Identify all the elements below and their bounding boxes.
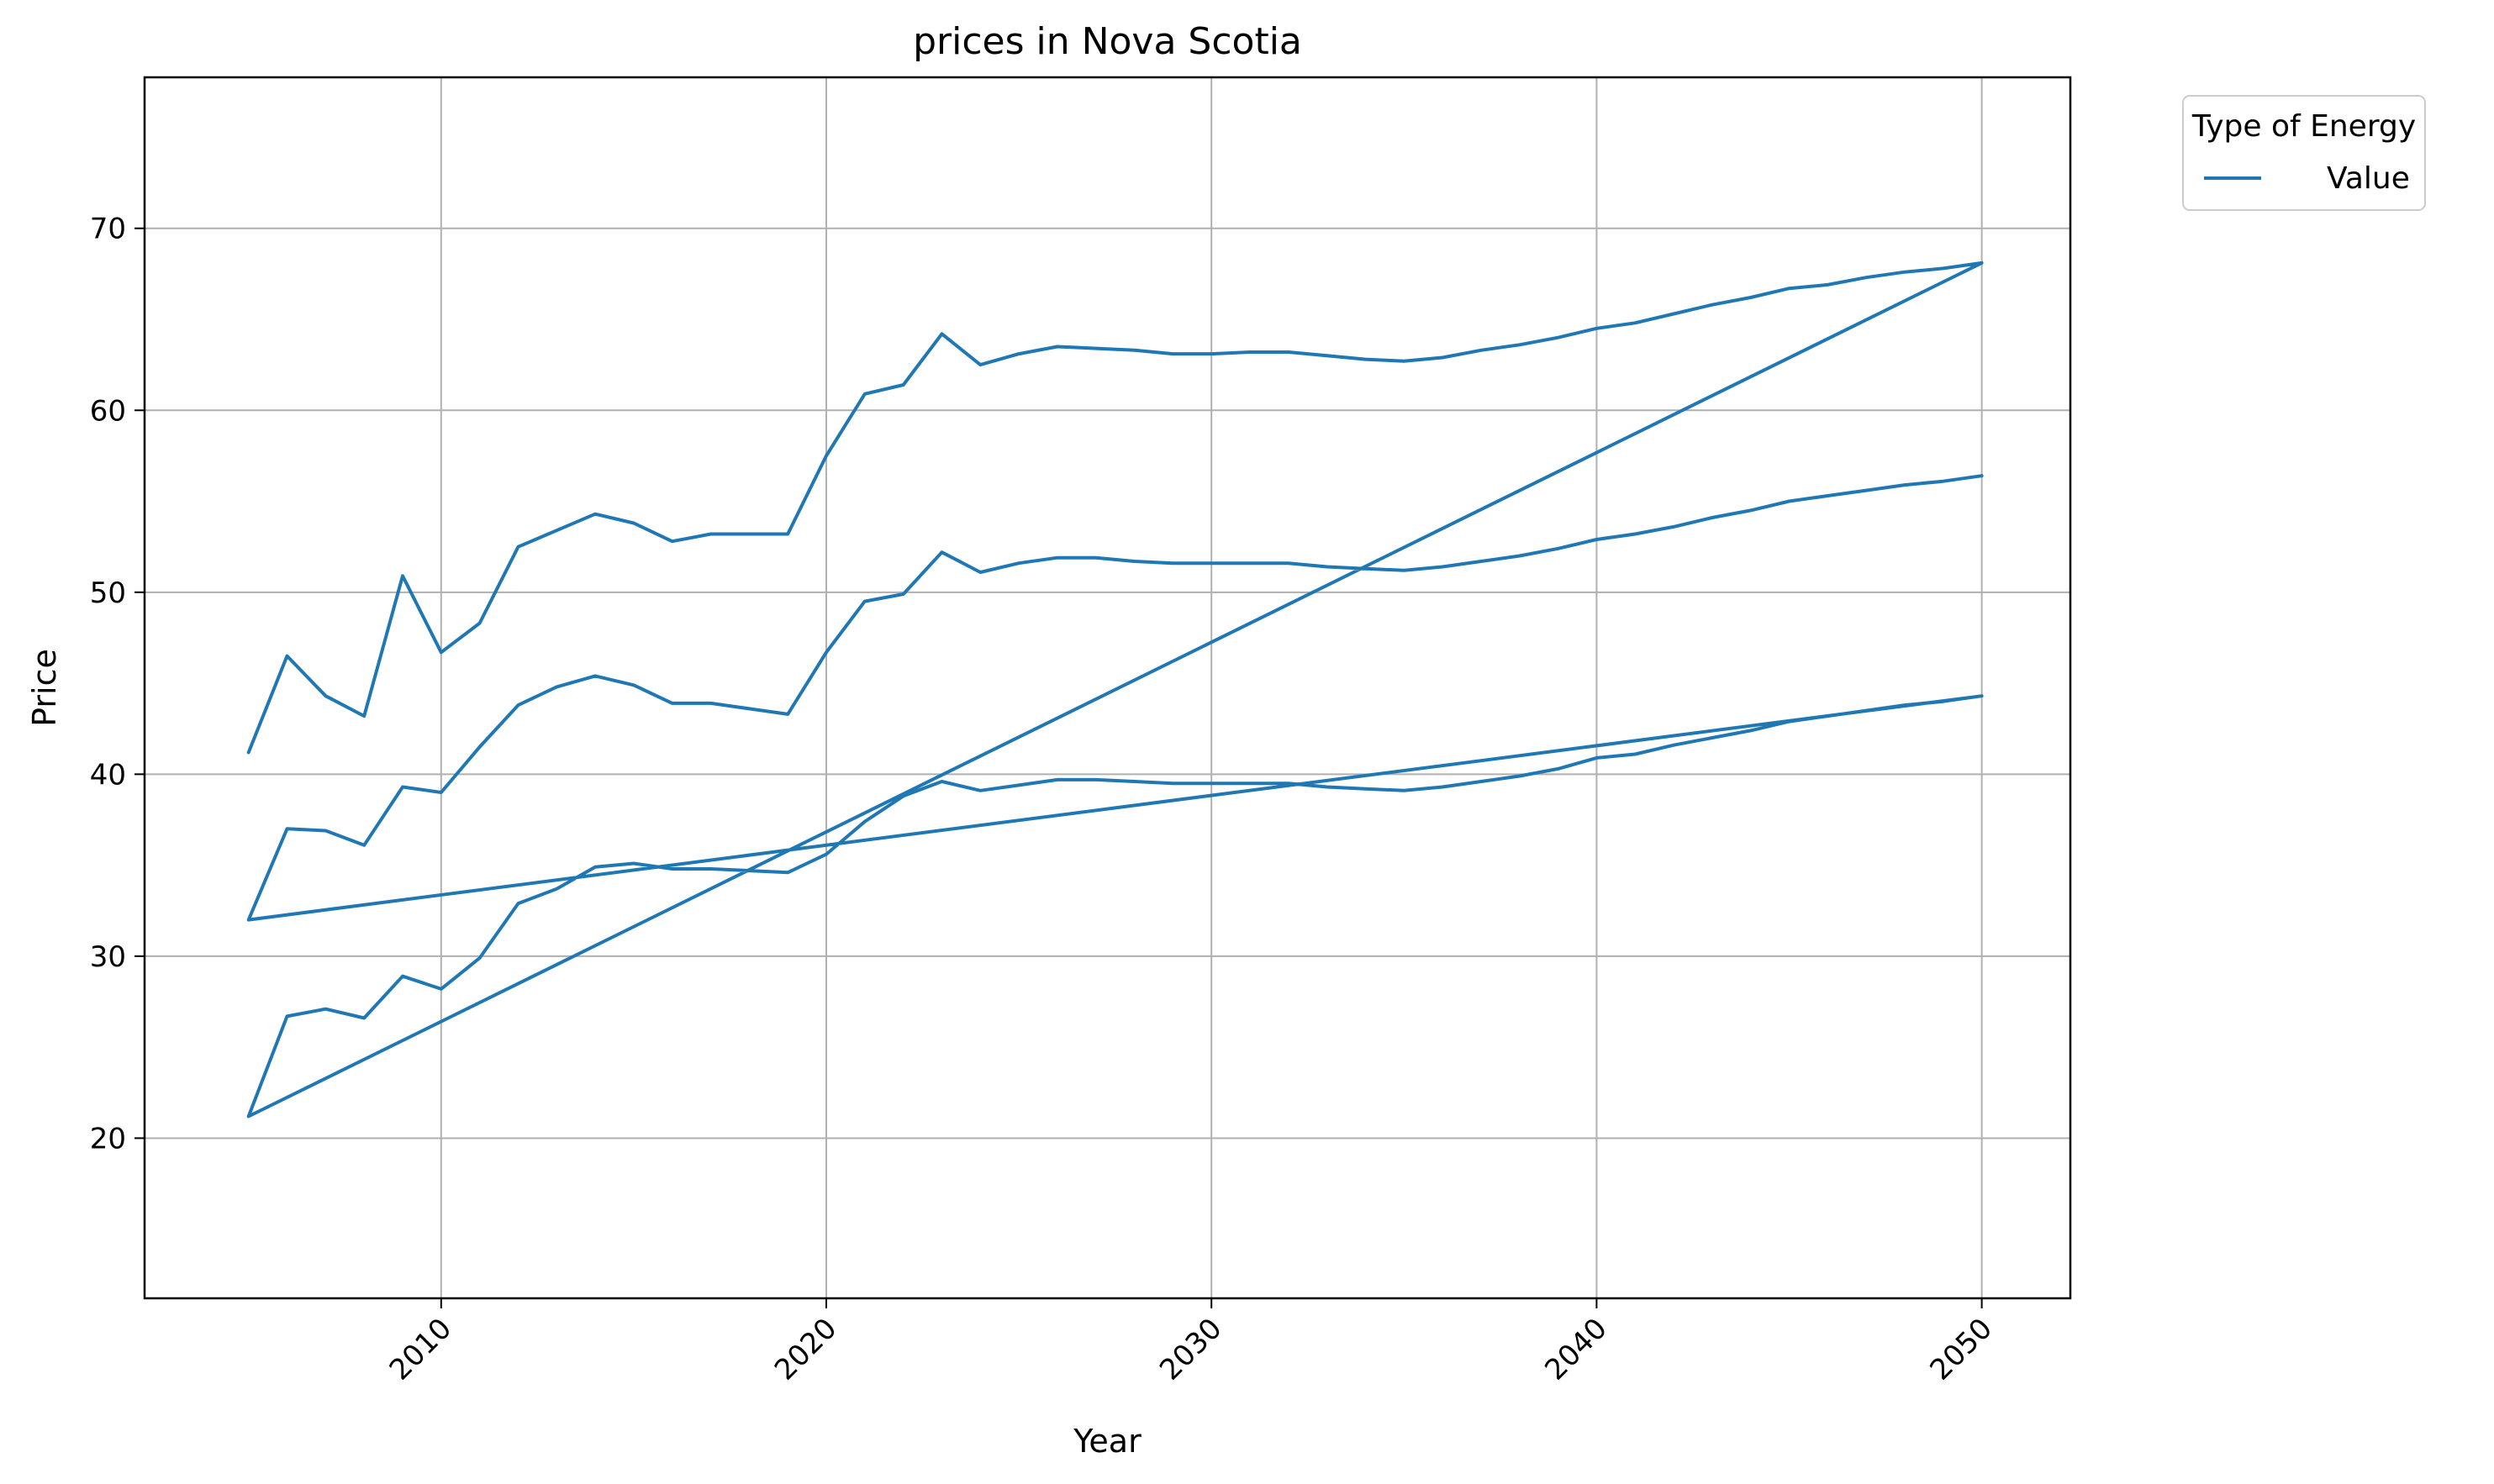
x-tick-label: 2040: [1538, 1312, 1613, 1387]
y-tick-label: 70: [90, 213, 126, 246]
y-tick-label: 30: [90, 940, 126, 974]
y-tick-label: 20: [90, 1122, 126, 1155]
legend-entry-value: Value: [2327, 161, 2410, 196]
x-axis-ticks: 2010 2020 2030 2040 2050: [383, 1298, 1999, 1387]
x-tick-label: 2010: [383, 1312, 458, 1387]
series-line-value: [246, 260, 1984, 1118]
legend-box: [2182, 95, 2426, 211]
y-tick-label: 60: [90, 394, 126, 428]
legend: Type of Energy Value: [2182, 95, 2426, 211]
x-tick-label: 2030: [1153, 1312, 1228, 1387]
grid-lines: [145, 77, 2070, 1298]
y-axis-ticks: 20 30 40 50 60 70: [90, 213, 145, 1155]
x-axis-title: Year: [1073, 1423, 1142, 1460]
y-tick-label: 50: [90, 576, 126, 610]
plot-frame: [143, 76, 2072, 1300]
chart-title: prices in Nova Scotia: [913, 20, 1302, 63]
series-layer: [246, 260, 1984, 1118]
y-axis-title: Price: [26, 649, 63, 727]
legend-title: Type of Energy: [2191, 109, 2416, 144]
y-tick-label: 40: [90, 758, 126, 792]
x-tick-label: 2050: [1924, 1312, 1999, 1387]
x-tick-label: 2020: [768, 1312, 843, 1387]
